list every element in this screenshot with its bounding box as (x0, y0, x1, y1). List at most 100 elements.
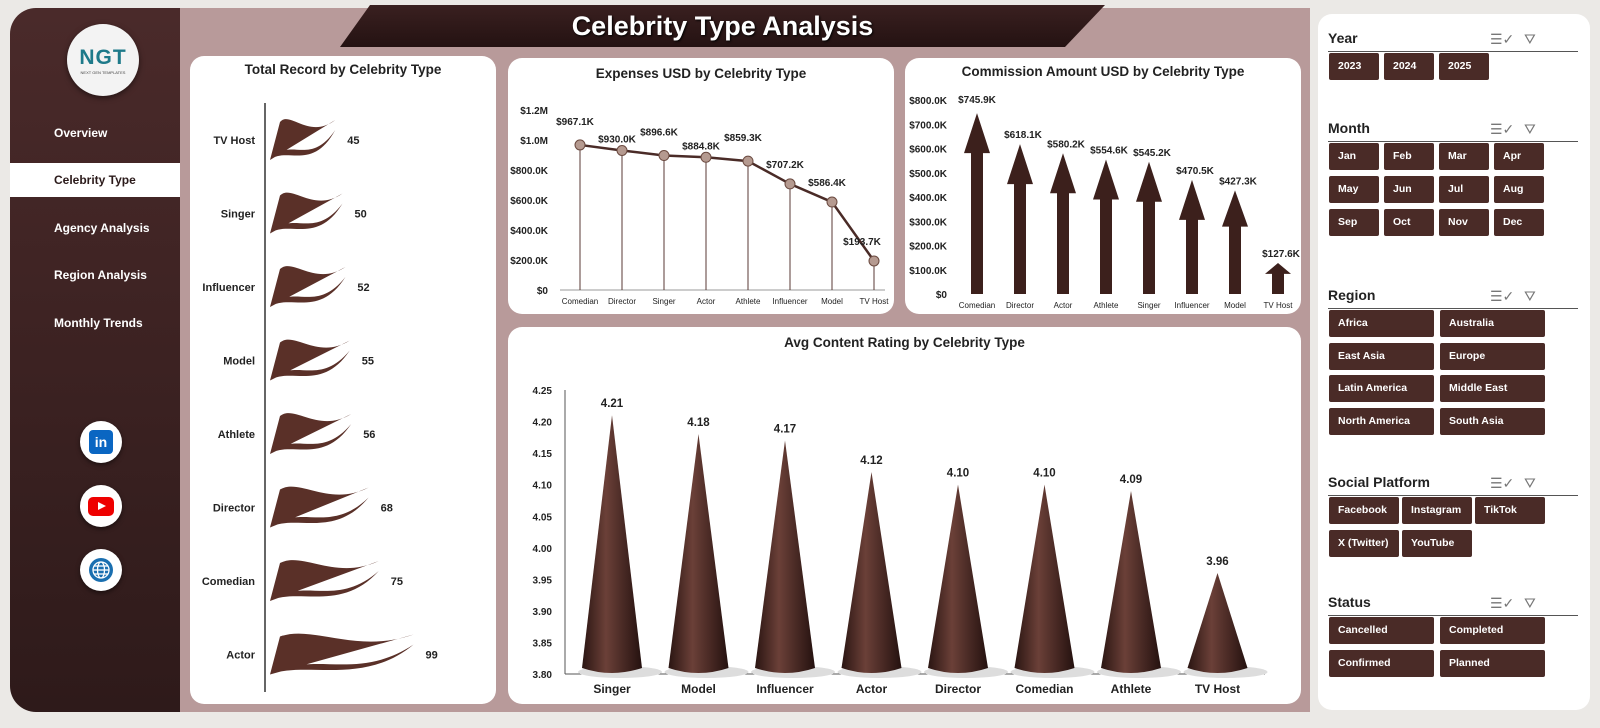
slicer-item[interactable]: Facebook (1329, 497, 1399, 524)
slicer-title: Social Platform (1328, 474, 1430, 490)
slicer-item[interactable]: Jan (1329, 143, 1379, 170)
slicer-title: Region (1328, 287, 1376, 303)
nav-region-analysis[interactable]: Region Analysis (54, 268, 147, 282)
slicer-item[interactable]: Planned (1440, 649, 1545, 677)
bar-arrow (1179, 179, 1205, 294)
slicer-item[interactable]: Europe (1440, 342, 1545, 370)
nav-monthly-trends[interactable]: Monthly Trends (54, 316, 143, 330)
x-tick: TV Host (860, 297, 890, 306)
globe-icon[interactable] (80, 549, 122, 591)
slicer-item[interactable]: Cancelled (1329, 617, 1434, 644)
x-tick: Athlete (1111, 682, 1152, 696)
data-label: $618.1K (1004, 130, 1043, 141)
y-tick: $700.0K (909, 120, 948, 131)
slicer-title: Month (1328, 120, 1370, 136)
data-label: $427.3K (1219, 176, 1258, 187)
x-tick: Athlete (736, 297, 761, 306)
slicer-item[interactable]: 2023 (1329, 53, 1379, 80)
data-label: $707.2K (766, 160, 805, 171)
multi-select-icon[interactable]: ☰✓ (1490, 31, 1515, 47)
linkedin-icon[interactable]: in (80, 421, 122, 463)
data-point (616, 145, 628, 156)
slicer-item[interactable]: Australia (1440, 310, 1545, 337)
y-tick: $200.0K (510, 256, 549, 267)
clear-filter-icon[interactable]: ⛛ (1524, 595, 1536, 611)
data-label: 55 (362, 356, 374, 368)
y-tick: $500.0K (909, 169, 948, 180)
slicer-item[interactable]: East Asia (1329, 342, 1434, 370)
card-expenses: Expenses USD by Celebrity Type (508, 58, 894, 314)
y-tick: 4.00 (533, 544, 553, 555)
bar-arrow (1222, 190, 1248, 294)
multi-select-icon[interactable]: ☰✓ (1490, 288, 1515, 304)
bar-arrow (1050, 153, 1076, 294)
slicer-item[interactable]: Sep (1329, 209, 1379, 236)
slicer-item[interactable]: YouTube (1402, 529, 1472, 557)
data-label: 4.12 (860, 455, 882, 467)
youtube-icon[interactable] (80, 485, 122, 527)
multi-select-icon[interactable]: ☰✓ (1490, 595, 1515, 611)
slicer-item[interactable]: 2025 (1439, 53, 1489, 80)
x-tick: TV Host (1264, 301, 1294, 310)
slicer-item[interactable]: Feb (1384, 143, 1434, 170)
chart-title: Commission Amount USD by Celebrity Type (961, 64, 1245, 79)
slicer-header-year: Year ☰✓ ⛛ (1328, 30, 1578, 52)
slicer-item[interactable]: Latin America (1329, 375, 1434, 402)
data-label: $745.9K (958, 95, 997, 106)
bar-cone (668, 434, 729, 673)
x-tick: Model (821, 297, 843, 306)
category-label: TV Host (213, 135, 255, 147)
category-label: Actor (226, 650, 255, 662)
x-tick: Influencer (1174, 301, 1209, 310)
slicer-item[interactable]: Completed (1440, 617, 1545, 644)
category-label: Singer (221, 209, 256, 221)
data-label: 75 (391, 576, 403, 588)
slicer-header-social-platform: Social Platform ☰✓ ⛛ (1328, 474, 1578, 496)
clear-filter-icon[interactable]: ⛛ (1524, 475, 1536, 491)
nav-agency-analysis[interactable]: Agency Analysis (54, 221, 150, 235)
bar-flag (270, 560, 379, 601)
slicer-item[interactable]: Jun (1384, 176, 1434, 203)
slicer-item[interactable]: X (Twitter) (1329, 529, 1399, 557)
page-title: Celebrity Type Analysis (571, 10, 874, 41)
slicer-item[interactable]: Nov (1439, 209, 1489, 236)
x-tick: Director (935, 682, 981, 696)
data-point (574, 139, 586, 151)
nav-celebrity-type[interactable]: Celebrity Type (10, 163, 184, 197)
bar-arrow (1007, 144, 1033, 294)
multi-select-icon[interactable]: ☰✓ (1490, 121, 1515, 137)
clear-filter-icon[interactable]: ⛛ (1524, 288, 1536, 304)
clear-filter-icon[interactable]: ⛛ (1524, 121, 1536, 137)
data-label: $884.8K (682, 141, 721, 152)
slicer-item[interactable]: Instagram (1402, 497, 1472, 524)
slicer-item[interactable]: Middle East (1440, 375, 1545, 402)
multi-select-icon[interactable]: ☰✓ (1490, 475, 1515, 491)
slicer-item[interactable]: Aug (1494, 176, 1544, 203)
y-tick: $1.2M (520, 106, 548, 117)
slicer-item[interactable]: TikTok (1475, 497, 1545, 524)
slicer-item[interactable]: Africa (1329, 310, 1434, 337)
nav-overview[interactable]: Overview (54, 126, 108, 140)
category-label: Director (213, 503, 256, 515)
data-label: 4.10 (1033, 468, 1055, 480)
slicer-item[interactable]: South Asia (1440, 407, 1545, 435)
slicer-item[interactable]: 2024 (1384, 53, 1434, 80)
x-tick: Singer (593, 682, 631, 696)
data-label: 4.10 (947, 468, 969, 480)
slicer-item[interactable]: Apr (1494, 143, 1544, 170)
slicer-item[interactable]: North America (1329, 407, 1434, 435)
slicer-item[interactable]: Oct (1384, 209, 1434, 236)
chart-title: Total Record by Celebrity Type (244, 62, 442, 77)
data-label: $193.7K (843, 237, 882, 248)
slicer-item[interactable]: Mar (1439, 143, 1489, 170)
slicer-item[interactable]: May (1329, 176, 1379, 203)
clear-filter-icon[interactable]: ⛛ (1524, 31, 1536, 47)
slicer-item[interactable]: Jul (1439, 176, 1489, 203)
bar-cone (928, 484, 988, 673)
slicer-item[interactable]: Confirmed (1329, 649, 1434, 677)
chart-title: Expenses USD by Celebrity Type (595, 66, 807, 81)
data-label: 4.17 (774, 423, 796, 435)
bar-arrow (1265, 263, 1291, 294)
slicer-item[interactable]: Dec (1494, 209, 1544, 236)
